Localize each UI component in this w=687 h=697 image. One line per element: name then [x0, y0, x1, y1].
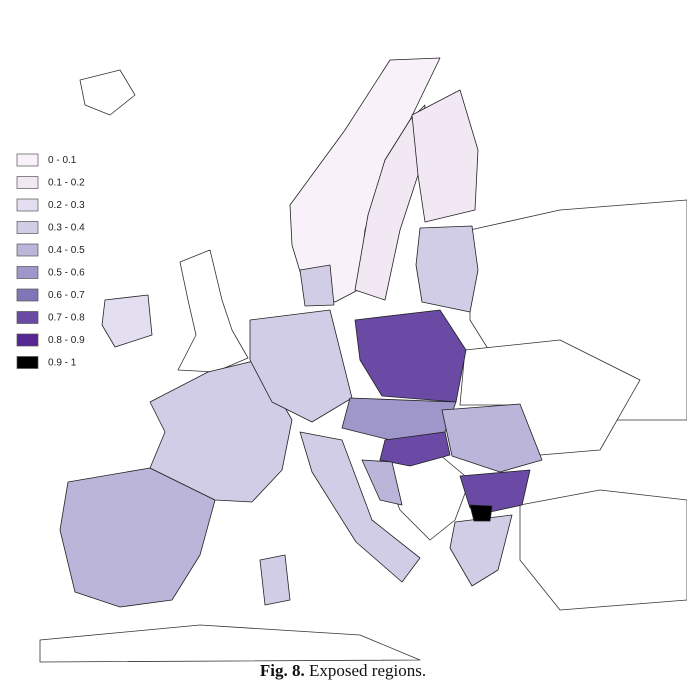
- region: [101, 294, 153, 348]
- turkey-outline: [519, 489, 687, 611]
- region: [249, 309, 353, 423]
- legend-label: 0.9 - 1: [48, 358, 77, 369]
- region: [449, 514, 513, 587]
- region: [459, 469, 531, 513]
- caption-text: Exposed regions.: [309, 661, 426, 680]
- legend-label: 0 - 0.1: [48, 155, 77, 166]
- non-eu-outlines: [39, 69, 687, 663]
- legend-label: 0.7 - 0.8: [48, 313, 85, 324]
- iceland-outline: [79, 69, 136, 116]
- region: [469, 504, 493, 522]
- legend-swatch: [16, 311, 39, 324]
- eu-regions: [59, 57, 543, 608]
- caption: Fig. 8. Exposed regions.: [260, 661, 426, 680]
- region: [149, 359, 293, 503]
- legend: 0 - 0.1 0.1 - 0.2 0.2 - 0.3 0.3 - 0.4 0.4 - …: [16, 153, 85, 369]
- legend-swatch: [16, 198, 39, 212]
- legend-swatch: [16, 153, 39, 167]
- region: [361, 459, 403, 506]
- legend-swatch: [16, 288, 39, 302]
- legend-swatch: [16, 176, 39, 189]
- region: [379, 431, 451, 467]
- region: [354, 309, 467, 403]
- region: [415, 225, 479, 313]
- legend-swatch: [16, 356, 39, 369]
- legend-label: 0.5 - 0.6: [48, 268, 85, 279]
- legend-label: 0.4 - 0.5: [48, 245, 85, 256]
- legend-swatch: [16, 333, 39, 347]
- caption-label: Fig. 8.: [260, 661, 305, 680]
- region: [299, 431, 421, 583]
- legend-swatch: [16, 221, 39, 234]
- ukraine-outline: [459, 339, 641, 456]
- legend-swatch: [16, 243, 39, 257]
- region: [259, 554, 291, 606]
- legend-label: 0.8 - 0.9: [48, 335, 85, 346]
- legend-label: 0.2 - 0.3: [48, 200, 85, 211]
- region: [354, 104, 426, 301]
- region: [299, 264, 335, 307]
- legend-label: 0.1 - 0.2: [48, 178, 85, 189]
- legend-swatch: [16, 266, 39, 279]
- legend-label: 0.6 - 0.7: [48, 290, 85, 301]
- legend-label: 0.3 - 0.4: [48, 223, 85, 234]
- uk-outline: [177, 249, 249, 373]
- region: [411, 89, 479, 223]
- north-africa-outline: [39, 624, 421, 663]
- region: [441, 403, 543, 473]
